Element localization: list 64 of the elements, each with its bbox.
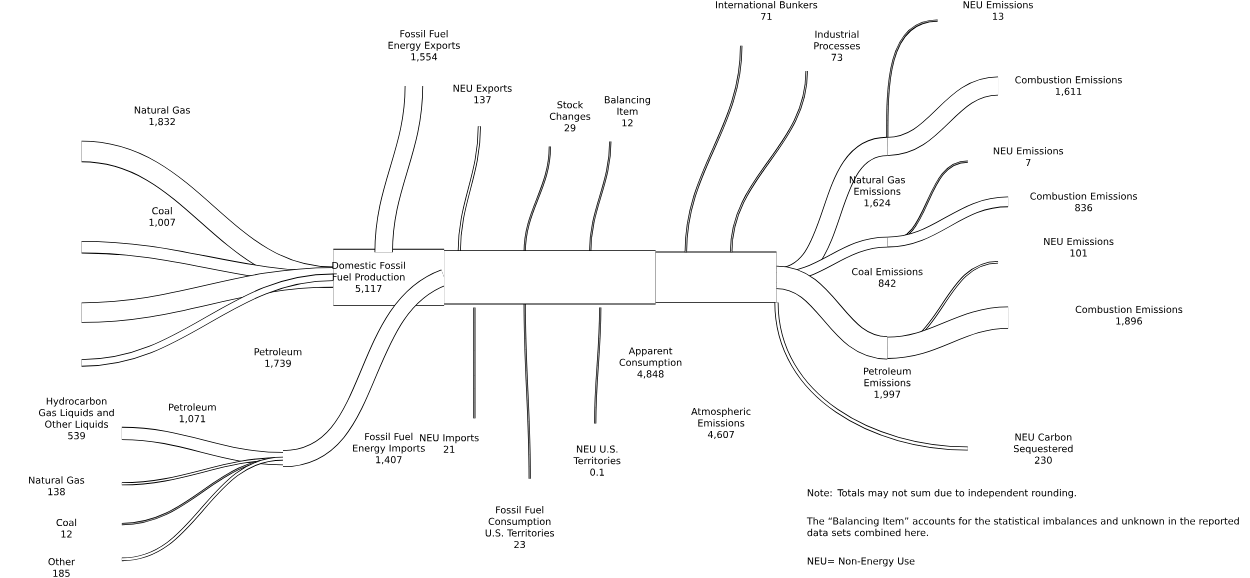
data-label: 1,624 [864,199,891,208]
data-label: 1,611 [1055,87,1082,97]
data-label: 23 [514,540,525,549]
text: The “Balancing Item” accounts for the statistical imbalances and unknown in the reported data sets combined here. [806,517,1239,537]
category-label: NEU Emissions [963,1,1033,9]
category-label: Stock Changes [549,101,591,122]
category-label: Petroleum [169,403,216,411]
category-label: Natural Gas [134,106,190,114]
data-label: 1,997 [874,390,901,399]
data-label: 1,554 [411,53,438,62]
category-label: Balancing Item [604,96,651,116]
category-label: Petroleum [254,348,302,356]
data-label: 71 [761,12,772,20]
data-label: 1,832 [149,118,175,127]
data-label: 230 [1034,456,1052,464]
category-label: Fossil Fuel Consumption U.S. Territories [485,506,555,537]
data-label: 836 [1075,204,1093,212]
category-label: Coal [56,518,77,527]
data-label: 1,007 [149,218,175,227]
data-label: 1,407 [376,456,402,465]
category-label: NEU U.S. Territories [573,445,621,465]
category-label: NEU Carbon Sequestered [1013,433,1073,455]
category-label: Apparent Consumption [619,347,682,368]
text: Note: Totals may not sum due to independent rounding. [807,489,1076,499]
data-label: 13 [993,12,1004,21]
data-label: 7 [1026,159,1031,166]
category-label: Natural Gas Emissions [849,176,905,196]
data-label: 101 [1070,249,1087,257]
category-label: Combustion Emissions [1075,305,1183,314]
category-label: Other [48,558,75,566]
data-label: 21 [443,445,455,453]
data-label: 12 [622,119,633,127]
data-label: 1,739 [265,359,291,368]
data-label: 0.1 [590,468,604,476]
data-label: 1,896 [1116,317,1142,326]
category-label: Atmospheric Emissions [691,407,751,427]
category-label: International Bunkers [716,1,818,9]
category-label: Natural Gas [29,476,85,484]
category-label: Combustion Emissions [1030,192,1137,200]
data-label: 4,607 [707,430,734,440]
text: NEU= Non-Energy Use [807,557,915,567]
category-label: Petroleum Emissions [863,367,911,387]
data-label: 539 [68,432,85,440]
data-label: 4,848 [637,370,664,379]
category-label: Coal Emissions [852,267,923,276]
category-label: NEU Exports [453,84,512,94]
category-label: NEU Emissions [1044,237,1114,246]
data-label: 138 [48,488,65,496]
category-label: Coal [152,207,172,215]
category-label: Combustion Emissions [1015,76,1122,84]
data-label: 5,117 [355,285,382,294]
data-label: 137 [474,96,491,104]
data-label: 12 [61,530,72,538]
data-label: 29 [564,124,576,132]
data-label: 185 [53,569,70,577]
category-label: NEU Emissions [993,147,1064,155]
data-label: 842 [878,279,896,287]
data-label: 73 [831,53,843,62]
data-label: 1,071 [179,415,206,424]
category-label: Domestic Fossil Fuel Production [332,261,405,281]
category-label: Hydrocarbon Gas Liquids and Other Liquids [38,397,114,430]
category-label: NEU Imports [420,434,479,444]
category-label: Fossil Fuel Energy Exports [388,30,460,51]
category-label: Industrial Processes [814,30,860,50]
